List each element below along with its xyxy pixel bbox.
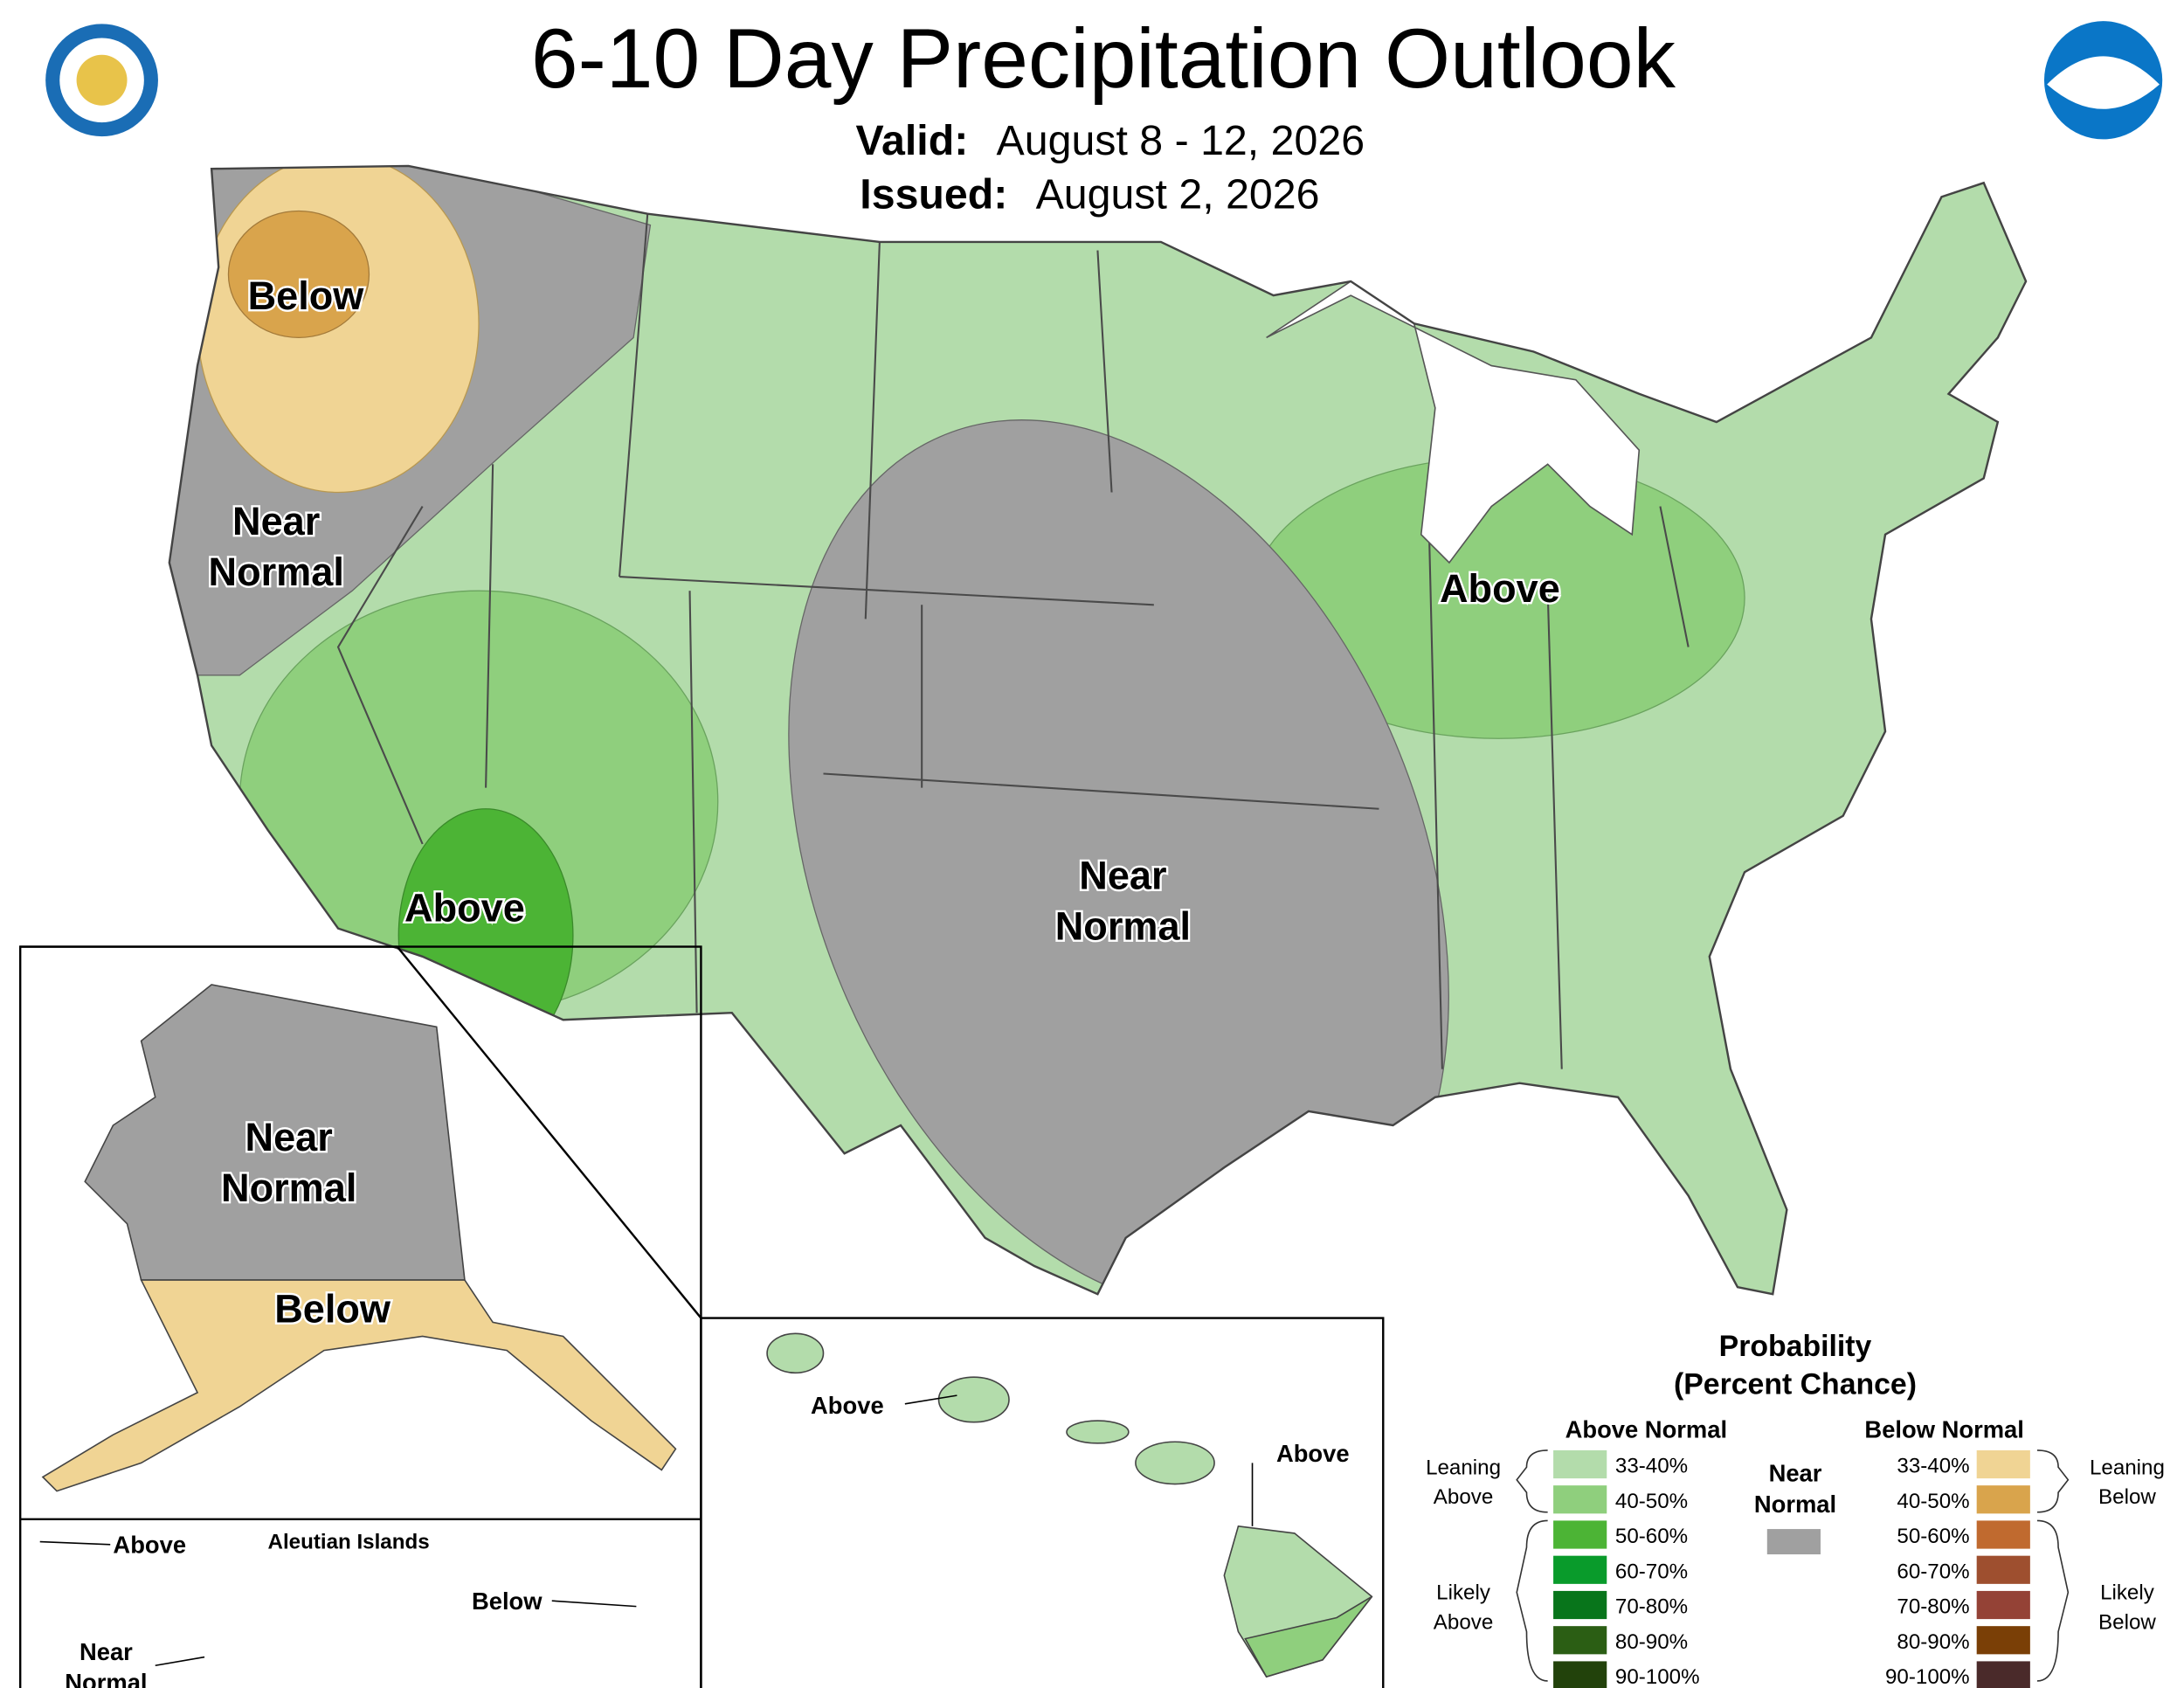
legend-swatch <box>1976 1520 2030 1549</box>
valid-date: August 8 - 12, 2026 <box>997 117 1365 164</box>
issued-label: Issued: <box>860 170 1007 218</box>
legend-bin: 60-70% <box>1615 1560 1688 1583</box>
legend-group: Leaning <box>1426 1456 1501 1479</box>
legend-heading: Above Normal <box>1565 1415 1727 1442</box>
legend-bracket <box>1516 1449 1548 1513</box>
region-label: Above <box>113 1531 186 1558</box>
legend-group: Below <box>2098 1485 2156 1509</box>
region-label: Near <box>245 1115 333 1159</box>
legend-swatch <box>1553 1590 1607 1620</box>
legend-group: Likely <box>1436 1581 1491 1605</box>
legend-bin: 50-60% <box>1615 1525 1688 1548</box>
legend-bin: 90-100% <box>1615 1665 1700 1688</box>
legend-swatch <box>1976 1449 2030 1479</box>
legend: Probability (Percent Chance) Above Normal B… <box>1426 1330 2165 1688</box>
issued-date: August 2, 2026 <box>1036 170 1320 218</box>
legend-group: Likely <box>2100 1581 2155 1605</box>
legend-swatch <box>1976 1661 2030 1688</box>
leader-line <box>155 1656 205 1667</box>
legend-swatch <box>1553 1449 1607 1479</box>
legend-bin: 50-60% <box>1897 1525 1969 1548</box>
commerce-logo <box>45 24 158 137</box>
legend-bin: 90-100% <box>1885 1665 1970 1688</box>
legend-bin: 60-70% <box>1897 1560 1969 1583</box>
legend-swatch <box>1766 1529 1821 1555</box>
hawaii-inset <box>700 1317 1385 1688</box>
region-label: Normal <box>209 550 344 594</box>
legend-swatch <box>1976 1555 2030 1584</box>
legend-bin: 70-80% <box>1897 1595 1969 1619</box>
leader-line <box>39 1540 111 1546</box>
region-label: Below <box>472 1588 543 1615</box>
region-label: Normal <box>65 1669 147 1688</box>
legend-bin: 33-40% <box>1615 1455 1688 1478</box>
legend-bin: 40-50% <box>1615 1490 1688 1513</box>
legend-bracket <box>2036 1519 2070 1682</box>
legend-swatch <box>1553 1485 1607 1514</box>
legend-bin: 80-90% <box>1897 1630 1969 1654</box>
region-label: Below <box>274 1286 391 1331</box>
legend-bin: 80-90% <box>1615 1630 1688 1654</box>
conus-map <box>169 165 2027 1295</box>
legend-group: Above <box>1434 1485 1493 1509</box>
noaa-logo <box>2043 21 2163 140</box>
region-label: Above <box>404 886 525 930</box>
inset-title: Aleutian Islands <box>268 1531 430 1554</box>
region-label: Above <box>1276 1440 1350 1467</box>
legend-bin: 40-50% <box>1897 1490 1969 1513</box>
region-label: Near <box>232 499 320 543</box>
legend-swatch <box>1553 1520 1607 1549</box>
region-label: Above <box>1440 566 1560 611</box>
legend-swatch <box>1976 1590 2030 1620</box>
legend-swatch <box>1553 1555 1607 1584</box>
region-label: Near <box>79 1638 133 1665</box>
conus-outline <box>168 164 2028 1296</box>
legend-heading: Below Normal <box>1864 1415 2023 1442</box>
region-label: Near <box>1079 854 1166 898</box>
legend-bracket <box>2036 1449 2070 1513</box>
region-label: Normal <box>221 1166 356 1210</box>
legend-title: Probability <box>1719 1330 1872 1363</box>
leader-line <box>551 1600 637 1608</box>
legend-swatch <box>1553 1661 1607 1688</box>
legend-heading: Normal <box>1754 1491 1836 1518</box>
region-label: Above <box>811 1392 884 1419</box>
legend-swatch <box>1976 1626 2030 1655</box>
alaska-inset <box>18 945 702 1688</box>
legend-group: Above <box>1434 1610 1493 1634</box>
legend-swatch <box>1553 1626 1607 1655</box>
legend-group: Below <box>2098 1610 2156 1634</box>
legend-bin: 33-40% <box>1897 1455 1969 1478</box>
legend-swatch <box>1976 1485 2030 1514</box>
legend-bin: 70-80% <box>1615 1595 1688 1619</box>
legend-bracket <box>1516 1519 1548 1682</box>
valid-label: Valid: <box>855 117 968 164</box>
legend-group: Leaning <box>2090 1456 2165 1479</box>
legend-title: (Percent Chance) <box>1674 1368 1917 1401</box>
title: 6-10 Day Precipitation Outlook <box>531 12 1676 106</box>
region-label: Below <box>248 273 365 318</box>
region-label: Normal <box>1055 903 1191 948</box>
legend-heading: Near <box>1769 1459 1822 1486</box>
